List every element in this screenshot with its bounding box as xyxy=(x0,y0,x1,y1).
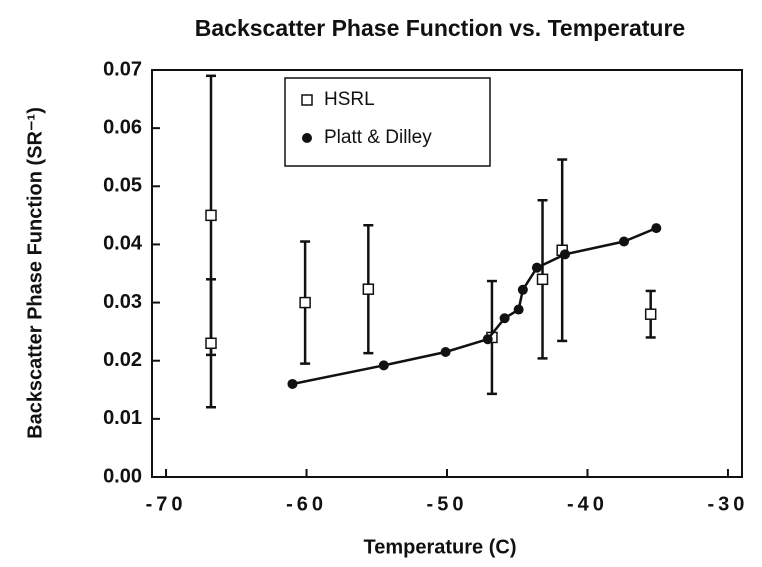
y-tick-label: 0.07 xyxy=(103,58,142,80)
y-tick-label: 0.05 xyxy=(103,175,142,197)
x-tick-label: -70 xyxy=(146,493,187,515)
y-tick-label: 0.06 xyxy=(103,116,142,138)
y-tick-label: 0.01 xyxy=(103,407,142,429)
y-tick-label: 0.04 xyxy=(103,233,143,255)
y-tick-label: 0.00 xyxy=(103,465,142,487)
y-axis-label: Backscatter Phase Function (SR⁻¹) xyxy=(24,107,46,439)
marker xyxy=(513,304,524,315)
marker xyxy=(531,262,542,273)
legend-marker xyxy=(302,133,312,143)
legend-label: Platt & Dilley xyxy=(324,127,432,148)
x-tick-label: -60 xyxy=(286,493,327,515)
x-tick-label: -40 xyxy=(567,493,608,515)
marker xyxy=(378,360,389,371)
marker xyxy=(362,283,375,295)
marker xyxy=(499,313,510,324)
marker xyxy=(205,337,217,350)
y-tick-label: 0.02 xyxy=(103,349,142,371)
marker xyxy=(619,236,629,247)
marker xyxy=(517,284,528,295)
marker xyxy=(651,223,662,234)
marker xyxy=(440,346,451,357)
legend-label: HSRL xyxy=(324,89,375,110)
x-tick-label: -30 xyxy=(707,493,748,515)
series-line xyxy=(292,226,657,386)
marker xyxy=(205,209,217,222)
x-tick-label: -50 xyxy=(427,493,468,515)
marker xyxy=(482,334,493,345)
marker xyxy=(560,249,570,260)
chart-title: Backscatter Phase Function vs. Temperatu… xyxy=(195,15,685,41)
x-axis-label: Temperature (C) xyxy=(364,536,517,558)
marker xyxy=(644,308,657,320)
legend-marker xyxy=(301,94,313,106)
marker xyxy=(299,296,311,309)
marker xyxy=(287,378,298,389)
legend-box xyxy=(284,77,491,167)
marker xyxy=(536,273,549,286)
y-tick-label: 0.03 xyxy=(103,291,142,313)
